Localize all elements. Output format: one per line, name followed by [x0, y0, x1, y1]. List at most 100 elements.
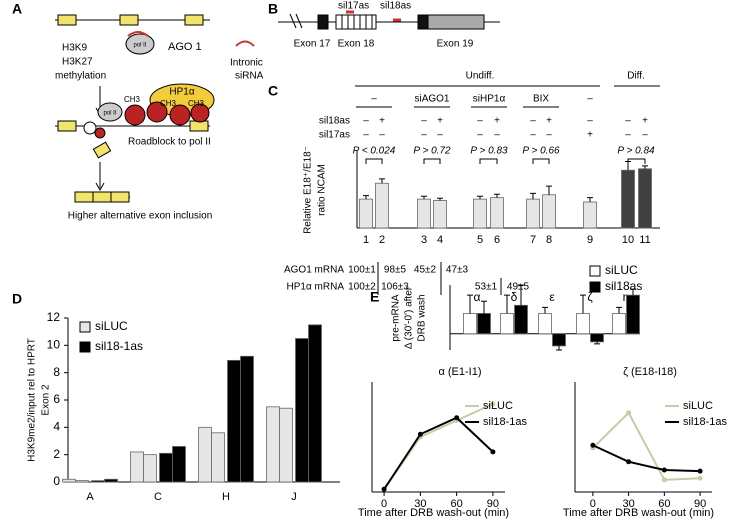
- y-axis-label: pre-mRNA: [391, 294, 402, 342]
- bar: [143, 454, 157, 483]
- chart-title: α (E1-I1): [438, 366, 481, 378]
- point: [417, 431, 423, 437]
- bar: [417, 198, 431, 229]
- error-bar: [546, 185, 552, 195]
- bar: [227, 359, 241, 483]
- error-bar: [379, 178, 385, 184]
- bar: [490, 197, 504, 229]
- y-axis-label: Exon 2: [41, 384, 52, 416]
- bar: [542, 194, 556, 229]
- treatment-label: siHP1α: [473, 94, 506, 105]
- panel-label: C: [268, 83, 278, 99]
- x-tick-label: 90: [487, 498, 499, 510]
- x-tick-label: 11: [639, 234, 650, 246]
- bar: [266, 406, 280, 483]
- label: CH3: [160, 99, 177, 108]
- y-tick-label: 0: [53, 474, 60, 488]
- legend-label: siLUC: [95, 319, 128, 333]
- bracket: [532, 158, 550, 164]
- bar: [526, 198, 540, 229]
- panel-label: E: [370, 289, 379, 305]
- x-tick-label: α: [474, 290, 481, 304]
- legend-label: siLUC: [483, 400, 513, 412]
- series-line: [383, 416, 494, 490]
- x-tick-label: 30: [414, 498, 426, 510]
- error-bar: [580, 294, 586, 314]
- y-axis-label: DRB wash: [417, 294, 428, 341]
- chart-title: ζ (E18-I18): [623, 366, 677, 378]
- error-bar: [494, 193, 500, 198]
- point: [626, 459, 632, 465]
- point: [661, 477, 667, 483]
- sign: –: [477, 116, 483, 127]
- x-tick-label: η: [623, 290, 630, 304]
- bar: [638, 168, 652, 229]
- x-tick-label: A: [86, 491, 94, 503]
- mrna-value: 100±1: [348, 265, 376, 276]
- legend-swatch: [589, 265, 601, 277]
- bar: [240, 355, 254, 483]
- sign: –: [363, 116, 369, 127]
- x-tick-label: ζ: [587, 290, 593, 304]
- error-bar: [594, 341, 600, 345]
- bracket: [365, 158, 383, 164]
- y-tick-label: 10: [47, 338, 61, 352]
- sign: +: [642, 116, 648, 127]
- group-label: Diff.: [627, 71, 645, 82]
- x-tick-label: δ: [511, 290, 518, 304]
- x-tick-label: 8: [546, 234, 552, 246]
- y-axis-label: Δ (30'-0') after: [404, 286, 415, 349]
- error-bar: [481, 300, 487, 314]
- panel-label: D: [12, 291, 22, 307]
- x-tick-label: 10: [622, 234, 634, 246]
- label: CH3: [124, 95, 141, 104]
- x-tick-label: 60: [451, 498, 463, 510]
- label: Roadblock to pol II: [128, 137, 211, 148]
- p-value: P > 0.72: [413, 146, 451, 157]
- legend-label: sil18as: [605, 279, 642, 293]
- p-value: P < 0.024: [353, 146, 396, 157]
- mrna-value: 100±2: [348, 282, 376, 293]
- bar: [62, 478, 76, 483]
- label: H3K27: [62, 57, 93, 68]
- gene-diagram: [278, 10, 500, 30]
- series-line: [383, 403, 494, 490]
- label: AGO 1: [168, 41, 202, 53]
- sign: –: [437, 130, 443, 141]
- point: [590, 442, 596, 448]
- x-tick-label: 4: [437, 234, 443, 246]
- error-bar: [477, 195, 483, 200]
- bar: [621, 169, 635, 229]
- sign: –: [530, 130, 536, 141]
- label: HP1α: [169, 87, 194, 98]
- bar: [375, 182, 389, 229]
- label: pol II: [133, 43, 146, 49]
- sign: –: [477, 130, 483, 141]
- y-axis-label: ratio NCAM: [317, 164, 328, 216]
- bar: [295, 338, 309, 483]
- x-tick-label: J: [291, 491, 297, 503]
- legend-label: sil18-1as: [483, 416, 528, 428]
- series-line: [592, 444, 701, 473]
- sign: –: [530, 116, 536, 127]
- x-tick-label: 1: [363, 234, 369, 246]
- row-label: AGO1 mRNA: [284, 265, 344, 276]
- sign: –: [587, 116, 593, 127]
- bar: [104, 478, 118, 483]
- series-line: [592, 411, 701, 481]
- label: methylation: [55, 71, 106, 82]
- error-bar: [587, 197, 593, 202]
- x-tick-label: 2: [379, 234, 385, 246]
- sign: +: [587, 130, 593, 141]
- treatment-label: BIX: [533, 94, 549, 105]
- y-tick-label: 8: [53, 365, 60, 379]
- x-tick-label: ε: [549, 290, 555, 304]
- panel-label: B: [268, 1, 278, 17]
- bar: [159, 452, 173, 483]
- x-tick-label: 6: [494, 234, 500, 246]
- error-bar: [363, 195, 369, 200]
- x-axis-label: Time after DRB wash-out (min): [358, 507, 509, 519]
- mrna-value: 53±1: [475, 282, 498, 293]
- label: sil18as: [380, 1, 411, 12]
- legend-label: siLUC: [605, 263, 638, 277]
